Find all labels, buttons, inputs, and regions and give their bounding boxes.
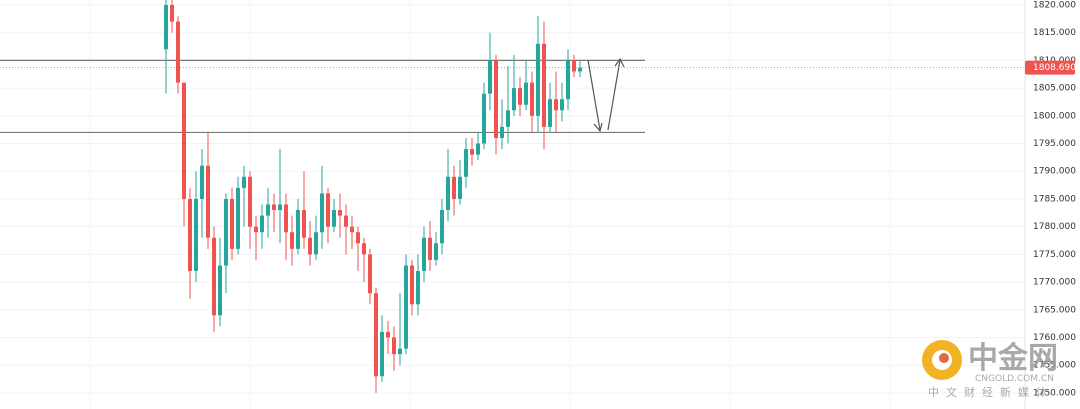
y-tick-label: 1760.000 <box>1033 333 1076 343</box>
candle-body <box>416 271 420 305</box>
candle-body <box>548 99 552 127</box>
y-tick-label: 1780.000 <box>1033 222 1076 232</box>
y-tick-label: 1755.000 <box>1033 361 1076 371</box>
candle-body <box>242 176 246 188</box>
watermark-domain: CNGOLD.COM.CN <box>975 374 1054 384</box>
candle-body <box>164 4 168 50</box>
candle-body <box>368 254 372 294</box>
candle-body <box>260 215 264 233</box>
candle-body <box>536 43 540 116</box>
candle-body <box>524 82 528 105</box>
candle-body <box>398 348 402 355</box>
y-tick-label: 1785.000 <box>1033 194 1076 204</box>
watermark: 中金网 CNGOLD.COM.CN 中文财经新媒体 <box>922 340 1058 399</box>
candle-body <box>326 193 330 227</box>
candle-body <box>296 210 300 249</box>
candle-body <box>422 237 426 272</box>
y-tick-label: 1815.000 <box>1033 28 1076 38</box>
candle-body <box>506 110 510 127</box>
arrows <box>587 57 625 133</box>
candle-body <box>272 204 276 211</box>
candle-body <box>314 232 318 255</box>
candle-body <box>230 198 234 249</box>
candle-body <box>224 198 228 266</box>
candle-body <box>290 232 294 249</box>
candle-body <box>464 149 468 177</box>
candle-body <box>542 43 546 127</box>
candle-body <box>200 165 204 199</box>
candle-body <box>386 331 390 338</box>
candle-body <box>236 187 240 249</box>
candle-body <box>392 337 396 355</box>
candle-body <box>350 226 354 233</box>
candle-body <box>446 176 450 211</box>
candle-body <box>380 331 384 377</box>
candle-body <box>494 60 498 138</box>
candle-body <box>182 82 186 199</box>
watermark-slogan: 中文财经新媒体 <box>928 385 1054 399</box>
candle-body <box>176 21 180 83</box>
candle-body <box>170 4 174 22</box>
candle-body <box>476 143 480 155</box>
candle-body <box>266 204 270 216</box>
candle-body <box>338 210 342 216</box>
candle-body <box>440 210 444 244</box>
candle-body <box>458 176 462 199</box>
y-tick-label: 1805.000 <box>1033 84 1076 94</box>
candle-body <box>206 165 210 238</box>
candle-body <box>578 67 582 72</box>
candle-body <box>362 243 366 255</box>
y-tick-label: 1770.000 <box>1033 278 1076 288</box>
candle-body <box>254 226 258 233</box>
y-tick-label: 1750.000 <box>1033 388 1076 398</box>
watermark-name: 中金网 <box>968 341 1058 376</box>
candle-body <box>572 60 576 72</box>
candle-body <box>302 210 306 238</box>
candle-body <box>566 60 570 100</box>
candle-body <box>470 149 474 155</box>
y-tick-label: 1800.000 <box>1033 111 1076 121</box>
candle-body <box>218 265 222 316</box>
candle-body <box>278 204 282 211</box>
candle-body <box>284 204 288 233</box>
candle-body <box>320 193 324 233</box>
y-tick-label: 1775.000 <box>1033 250 1076 260</box>
y-tick-label: 1820.000 <box>1033 0 1076 10</box>
candle-body <box>488 60 492 94</box>
y-tick-label: 1790.000 <box>1033 167 1076 177</box>
candle-body <box>212 237 216 316</box>
candle-body <box>428 237 432 260</box>
candle-body <box>308 237 312 255</box>
candle-body <box>530 82 534 116</box>
candle-body <box>404 265 408 349</box>
y-tick-label: 1795.000 <box>1033 139 1076 149</box>
candle-body <box>374 293 378 377</box>
candle-body <box>434 243 438 260</box>
candle-body <box>332 210 336 227</box>
last-price-tag <box>1025 60 1075 75</box>
candle-body <box>452 176 456 199</box>
candle-body <box>344 215 348 227</box>
candle-body <box>356 232 360 244</box>
candle-body <box>554 99 558 111</box>
candle-body <box>512 88 516 111</box>
candle-body <box>194 198 198 272</box>
candle-body <box>560 99 564 111</box>
candle-body <box>518 88 522 105</box>
candle-body <box>482 93 486 144</box>
candle-body <box>410 265 414 305</box>
last-price-label: 1808.690 <box>1033 63 1076 73</box>
candle-body <box>500 126 504 138</box>
candle-body <box>188 198 192 272</box>
y-tick-label: 1765.000 <box>1033 305 1076 315</box>
candle-body <box>248 176 252 227</box>
